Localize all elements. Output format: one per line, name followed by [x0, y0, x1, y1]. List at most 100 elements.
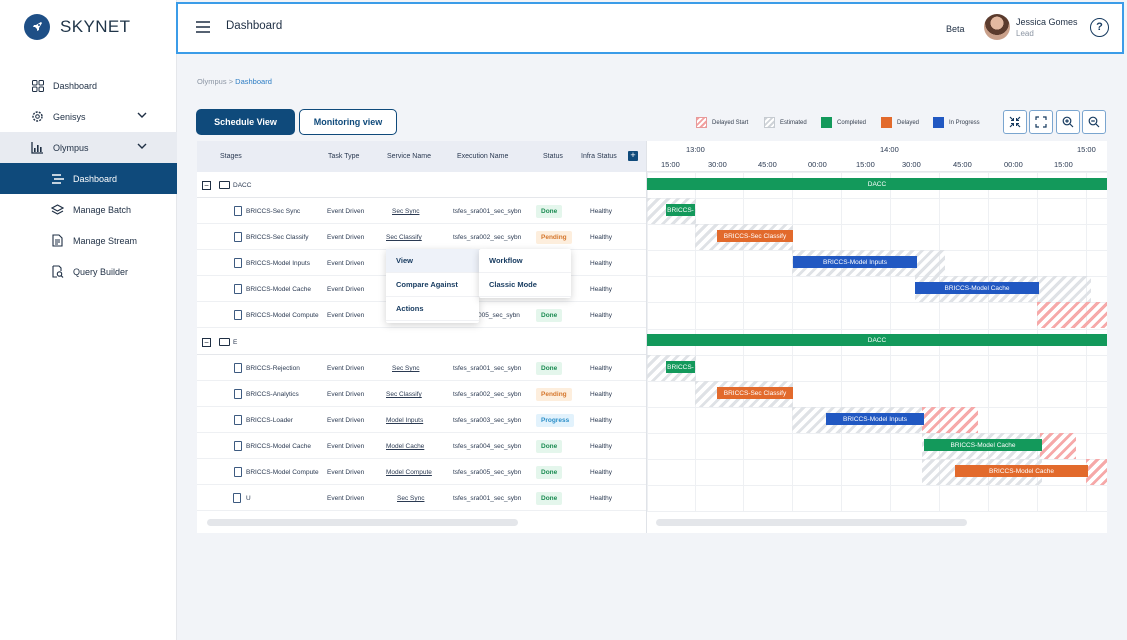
group-bar[interactable]: DACC: [647, 334, 1107, 346]
table-row[interactable]: [197, 459, 646, 485]
delayed-start-hatch: [1086, 459, 1107, 485]
table-row[interactable]: [197, 329, 646, 355]
legend-delayed: Delayed: [881, 117, 919, 128]
column-header-execution-name: Execution Name: [457, 153, 509, 160]
stage-name[interactable]: BRICCS-Model Cache: [246, 286, 312, 293]
beta-label: Beta: [946, 24, 965, 34]
brand[interactable]: SKYNET: [24, 14, 130, 40]
sidebar-item-genisys[interactable]: Genisys: [0, 101, 177, 132]
execution-name: tsfes_sra001_sec_sybn: [453, 365, 522, 372]
file-icon: [234, 232, 242, 242]
timeline-minute: 45:00: [953, 160, 972, 169]
infra-status: Healthy: [590, 260, 613, 267]
timeline-row-line: [647, 302, 1107, 303]
menu-item-workflow[interactable]: Workflow: [479, 249, 571, 273]
stage-name[interactable]: BRICCS-Model Inputs: [246, 260, 310, 267]
task-bar[interactable]: BRICCS-Sec Classify: [717, 230, 793, 242]
task-bar[interactable]: BRICCS-Model Cache: [924, 439, 1042, 451]
fullscreen-icon[interactable]: [1029, 110, 1053, 134]
table-row[interactable]: [197, 485, 646, 511]
column-header-stages: Stages: [220, 153, 242, 160]
stage-name[interactable]: BRICCS-Loader: [246, 417, 293, 424]
stage-name[interactable]: BRICCS-Model Cache: [246, 443, 312, 450]
breadcrumb-current[interactable]: Dashboard: [235, 77, 272, 86]
menu-item-actions[interactable]: Actions: [386, 297, 479, 321]
in-progress-swatch: [933, 117, 944, 128]
execution-name: 005_sec_sybn: [478, 312, 520, 319]
table-row[interactable]: [197, 381, 646, 407]
group-bar[interactable]: DACC: [647, 178, 1107, 190]
zoom-out-icon[interactable]: [1082, 110, 1106, 134]
sidebar-item-query-builder[interactable]: Query Builder: [0, 256, 177, 287]
menu-item-compare-against[interactable]: Compare Against: [386, 273, 479, 297]
hamburger-menu-icon[interactable]: [196, 20, 210, 38]
task-type: Event Driven: [327, 391, 365, 398]
service-name-link[interactable]: Sec Classify: [386, 234, 422, 241]
monitoring-view-button[interactable]: Monitoring view: [299, 109, 397, 135]
timeline-minute: 30:00: [708, 160, 727, 169]
zoom-in-icon[interactable]: [1056, 110, 1080, 134]
delayed-start-swatch: [696, 117, 707, 128]
file-icon: [234, 206, 242, 216]
task-bar[interactable]: BRICCS-Model Inputs: [826, 413, 924, 425]
stage-name[interactable]: BRICCS-Model Compute: [246, 312, 319, 319]
stage-name[interactable]: BRICCS-Rejection: [246, 365, 300, 372]
user-name[interactable]: Jessica Gomes: [1016, 17, 1078, 27]
service-name-link[interactable]: Sec Sync: [397, 495, 425, 502]
collapse-group-icon[interactable]: −: [202, 338, 211, 347]
column-header-task-type: Task Type: [328, 153, 360, 160]
task-bar[interactable]: BRICCS-Model Cache: [915, 282, 1039, 294]
stage-name[interactable]: BRICCS-Sec Classify: [246, 234, 309, 241]
service-name-link[interactable]: Model Compute: [386, 469, 432, 476]
chevron-down-icon[interactable]: [137, 111, 147, 121]
stage-name[interactable]: U: [246, 495, 251, 502]
file-icon: [234, 258, 242, 268]
sidebar-item-olympus-dashboard[interactable]: Dashboard: [0, 163, 177, 194]
task-bar[interactable]: BRICCS-Sec Classify: [717, 387, 793, 399]
table-row[interactable]: [197, 172, 646, 198]
execution-name: tsfes_sra003_sec_sybn: [453, 417, 522, 424]
stage-name[interactable]: BRICCS-Analytics: [246, 391, 299, 398]
service-name-link[interactable]: Sec Sync: [392, 365, 420, 372]
timeline-minute: 45:00: [758, 160, 777, 169]
task-bar[interactable]: BRICCS-: [666, 204, 695, 216]
collapse-group-icon[interactable]: −: [202, 181, 211, 190]
sidebar-item-olympus[interactable]: Olympus: [0, 132, 177, 163]
collapse-arrows-icon[interactable]: [1003, 110, 1027, 134]
task-bar[interactable]: BRICCS-Model Inputs: [793, 256, 917, 268]
table-row[interactable]: [197, 302, 646, 328]
add-column-button[interactable]: +: [628, 151, 638, 161]
top-bar: Dashboard Beta Jessica Gomes Lead ?: [176, 2, 1124, 54]
sidebar-item-label: Genisys: [53, 111, 86, 122]
page-title: Dashboard: [226, 20, 283, 32]
timeline-row-line: [647, 276, 1107, 277]
table-row[interactable]: [197, 355, 646, 381]
menu-item-classic-mode[interactable]: Classic Mode: [479, 273, 571, 297]
avatar[interactable]: [984, 14, 1010, 40]
table-row[interactable]: [197, 433, 646, 459]
table-row[interactable]: [197, 407, 646, 433]
service-name-link[interactable]: Model Cache: [386, 443, 425, 450]
breadcrumb-root[interactable]: Olympus: [197, 77, 227, 86]
sidebar-item-manage-batch[interactable]: Manage Batch: [0, 194, 177, 225]
timeline-horizontal-scrollbar[interactable]: [656, 519, 967, 526]
service-name-link[interactable]: Model Inputs: [386, 417, 424, 424]
infra-status: Healthy: [590, 208, 613, 215]
service-name-link[interactable]: Sec Sync: [392, 208, 420, 215]
table-row[interactable]: [197, 198, 646, 224]
table-horizontal-scrollbar[interactable]: [207, 519, 518, 526]
infra-status: Healthy: [590, 312, 613, 319]
menu-item-view[interactable]: View: [386, 249, 479, 273]
task-bar[interactable]: BRICCS-Model Cache: [955, 465, 1088, 477]
stage-name[interactable]: BRICCS-Model Compute: [246, 469, 319, 476]
sidebar-item-dashboard[interactable]: Dashboard: [0, 70, 177, 101]
chevron-down-icon[interactable]: [137, 142, 147, 152]
legend-in-progress: In Progress: [933, 117, 980, 128]
task-bar[interactable]: BRICCS-: [666, 361, 695, 373]
stage-name[interactable]: BRICCS-Sec Sync: [246, 208, 301, 215]
grid-icon: [31, 79, 44, 92]
service-name-link[interactable]: Sec Classify: [386, 391, 422, 398]
schedule-view-button[interactable]: Schedule View: [196, 109, 295, 135]
help-icon[interactable]: ?: [1090, 18, 1109, 37]
sidebar-item-manage-stream[interactable]: Manage Stream: [0, 225, 177, 256]
